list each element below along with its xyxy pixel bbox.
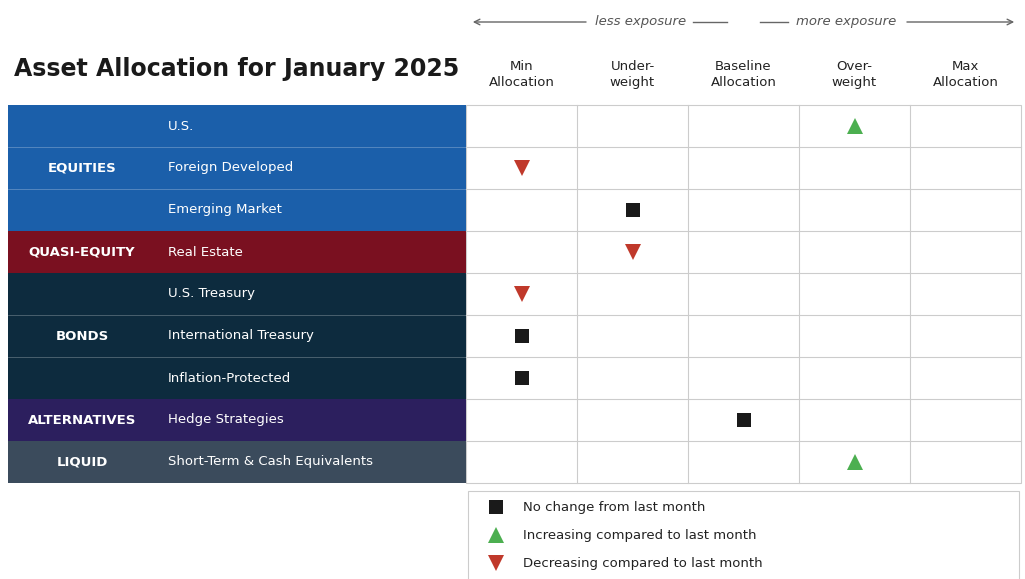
Bar: [156, 231, 466, 273]
Bar: [8, 441, 156, 483]
Text: No change from last month: No change from last month: [523, 500, 705, 514]
Text: QUASI-EQUITY: QUASI-EQUITY: [29, 245, 135, 258]
Text: Over-
weight: Over- weight: [832, 60, 877, 89]
Text: U.S. Treasury: U.S. Treasury: [168, 288, 255, 301]
Text: Hedge Strategies: Hedge Strategies: [168, 413, 284, 427]
Text: U.S.: U.S.: [168, 119, 195, 133]
Text: Max
Allocation: Max Allocation: [933, 60, 998, 89]
Text: Increasing compared to last month: Increasing compared to last month: [523, 529, 756, 541]
Text: Short-Term & Cash Equivalents: Short-Term & Cash Equivalents: [168, 456, 373, 468]
Bar: [156, 105, 466, 231]
Bar: [466, 105, 1021, 483]
Text: Min
Allocation: Min Allocation: [489, 60, 555, 89]
Text: less exposure: less exposure: [596, 16, 687, 28]
Text: Asset Allocation for January 2025: Asset Allocation for January 2025: [14, 57, 459, 81]
Text: Emerging Market: Emerging Market: [168, 203, 282, 217]
Text: LIQUID: LIQUID: [56, 456, 108, 468]
Text: EQUITIES: EQUITIES: [47, 162, 117, 174]
Bar: [8, 273, 156, 399]
Bar: [8, 399, 156, 441]
Text: International Treasury: International Treasury: [168, 329, 314, 343]
Text: Decreasing compared to last month: Decreasing compared to last month: [523, 556, 763, 570]
Text: Under-
weight: Under- weight: [610, 60, 655, 89]
Bar: [8, 231, 156, 273]
Text: BONDS: BONDS: [55, 329, 109, 343]
Text: Foreign Developed: Foreign Developed: [168, 162, 293, 174]
Bar: [156, 273, 466, 399]
Text: Real Estate: Real Estate: [168, 245, 243, 258]
Bar: [468, 491, 1019, 579]
Bar: [156, 441, 466, 483]
Bar: [156, 399, 466, 441]
Text: more exposure: more exposure: [796, 16, 896, 28]
Bar: [8, 105, 156, 231]
Text: Inflation-Protected: Inflation-Protected: [168, 372, 291, 384]
Text: ALTERNATIVES: ALTERNATIVES: [28, 413, 136, 427]
Text: Baseline
Allocation: Baseline Allocation: [710, 60, 777, 89]
